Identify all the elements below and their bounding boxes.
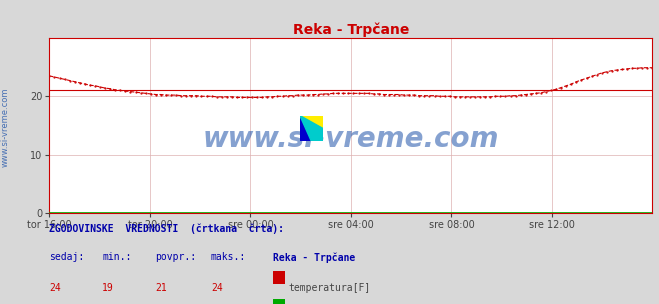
Polygon shape	[300, 116, 323, 141]
Text: sedaj:: sedaj:	[49, 252, 84, 262]
Text: min.:: min.:	[102, 252, 132, 262]
Text: www.si-vreme.com: www.si-vreme.com	[1, 88, 10, 168]
Text: www.si-vreme.com: www.si-vreme.com	[203, 125, 499, 154]
Text: Reka - Trpčane: Reka - Trpčane	[273, 252, 356, 263]
Text: maks.:: maks.:	[211, 252, 246, 262]
Text: 19: 19	[102, 283, 114, 293]
Text: temperatura[F]: temperatura[F]	[289, 283, 371, 293]
Text: 24: 24	[49, 283, 61, 293]
Polygon shape	[300, 116, 323, 128]
Title: Reka - Trpčane: Reka - Trpčane	[293, 22, 409, 37]
Text: 21: 21	[155, 283, 167, 293]
Text: ZGODOVINSKE  VREDNOSTI  (črtkana  črta):: ZGODOVINSKE VREDNOSTI (črtkana črta):	[49, 223, 285, 234]
Text: 24: 24	[211, 283, 223, 293]
Text: povpr.:: povpr.:	[155, 252, 196, 262]
